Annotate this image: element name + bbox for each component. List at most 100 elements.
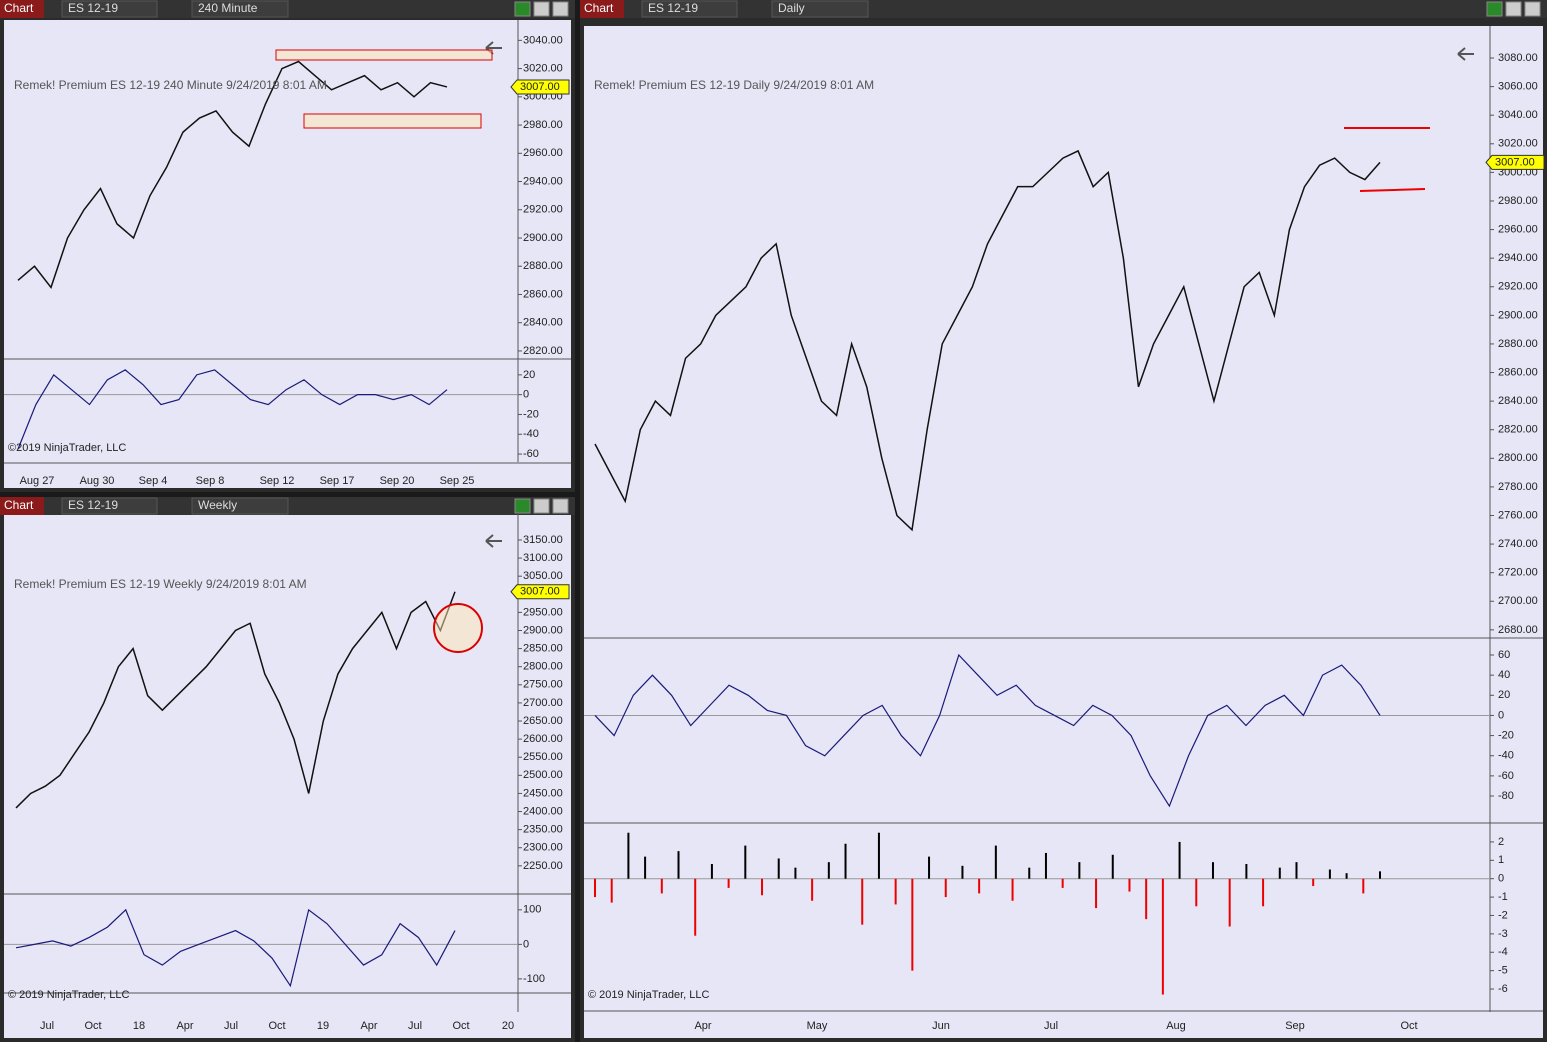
oscillator-line xyxy=(15,908,456,988)
instrument-dropdown[interactable] xyxy=(61,497,158,515)
y-tick-label: 2 xyxy=(1498,836,1504,848)
y-tick-label: -20 xyxy=(523,408,539,420)
back-arrow[interactable] xyxy=(485,534,502,548)
chart-title: Remek! Premium ES 12-19 240 Minute 9/24/… xyxy=(14,78,327,92)
x-tick-label: 19 xyxy=(317,1020,329,1032)
chart-tab[interactable] xyxy=(0,497,44,515)
period-dropdown[interactable] xyxy=(771,0,869,18)
y-tick-label: 2350.00 xyxy=(523,824,563,836)
histogram-bar xyxy=(1128,878,1131,892)
y-tick-label: 0 xyxy=(1498,709,1504,721)
window-button[interactable] xyxy=(1524,1,1541,17)
instrument-dropdown[interactable] xyxy=(61,0,158,18)
x-tick-label: Oct xyxy=(268,1020,285,1032)
period-label: Weekly xyxy=(198,498,237,512)
y-tick-label: 2940.00 xyxy=(523,175,563,187)
y-tick-label: 2900.00 xyxy=(523,624,563,636)
window-button[interactable] xyxy=(552,498,569,514)
y-tick-label: 2550.00 xyxy=(523,751,563,763)
copyright: ©2019 NinjaTrader, LLC xyxy=(8,442,126,454)
y-tick-label: 2860.00 xyxy=(1498,366,1538,378)
y-tick-label: 100 xyxy=(523,904,541,916)
y-tick-label: 2650.00 xyxy=(523,715,563,727)
y-tick-label: -60 xyxy=(523,448,539,460)
zone-box xyxy=(275,49,493,61)
oscillator-line xyxy=(594,653,1381,808)
y-tick-label: 2920.00 xyxy=(523,204,563,216)
y-tick-label: 2780.00 xyxy=(1498,481,1538,493)
chart-tab[interactable] xyxy=(0,0,44,18)
histogram-bar xyxy=(1295,862,1298,879)
y-tick-label: 3060.00 xyxy=(1498,81,1538,93)
y-tick-label: 2840.00 xyxy=(523,317,563,329)
y-tick-label: -100 xyxy=(523,973,545,985)
last-price-marker xyxy=(510,584,570,600)
histogram-bar xyxy=(594,878,596,898)
histogram-bar xyxy=(1262,878,1265,907)
zone-box xyxy=(303,113,482,129)
y-tick-label: 2600.00 xyxy=(523,733,563,745)
window-button[interactable] xyxy=(533,1,550,17)
histogram-bar xyxy=(961,865,964,879)
histogram-bar xyxy=(1245,863,1248,879)
y-tick-label: 2980.00 xyxy=(1498,195,1538,207)
y-tick-label: 2850.00 xyxy=(523,643,563,655)
y-tick-label: -20 xyxy=(1498,729,1514,741)
y-tick-label: 2820.00 xyxy=(1498,424,1538,436)
back-arrow[interactable] xyxy=(1457,47,1474,61)
window-button[interactable] xyxy=(514,498,531,514)
y-tick-label: -40 xyxy=(523,428,539,440)
chart-tab[interactable] xyxy=(580,0,624,18)
instrument-dropdown[interactable] xyxy=(641,0,738,18)
last-price-label: 3007.00 xyxy=(520,586,560,598)
histogram-bar xyxy=(727,878,730,888)
x-tick-label: Sep 8 xyxy=(196,475,225,487)
y-tick-label: 2680.00 xyxy=(1498,624,1538,636)
x-tick-label: Jul xyxy=(224,1020,238,1032)
x-tick-label: Sep 25 xyxy=(440,475,475,487)
period-dropdown[interactable] xyxy=(191,0,289,18)
y-tick-label: 2500.00 xyxy=(523,769,563,781)
y-tick-label: 2980.00 xyxy=(523,119,563,131)
x-tick-label: Sep 17 xyxy=(320,475,355,487)
window-button[interactable] xyxy=(552,1,569,17)
x-tick-label: Sep 4 xyxy=(139,475,168,487)
window-button[interactable] xyxy=(1486,1,1503,17)
histogram-bar xyxy=(694,878,697,936)
histogram-bar xyxy=(1228,878,1231,927)
y-tick-label: 2960.00 xyxy=(1498,223,1538,235)
y-tick-label: 2700.00 xyxy=(1498,595,1538,607)
y-tick-label: -4 xyxy=(1498,946,1508,958)
histogram-bar xyxy=(1178,841,1181,879)
x-tick-label: Aug xyxy=(1166,1020,1186,1032)
y-tick-label: 2800.00 xyxy=(1498,452,1538,464)
y-tick-label: 0 xyxy=(523,938,529,950)
chart-area xyxy=(4,513,571,1038)
histogram-bar xyxy=(660,878,663,894)
window-button[interactable] xyxy=(514,1,531,17)
y-tick-label: 2860.00 xyxy=(523,288,563,300)
histogram-bar xyxy=(744,845,747,879)
y-tick-label: -40 xyxy=(1498,750,1514,762)
x-tick-label: Sep 20 xyxy=(380,475,415,487)
histogram-bar xyxy=(944,878,947,898)
last-price-label: 3007.00 xyxy=(520,81,560,93)
x-tick-label: Aug 27 xyxy=(20,475,55,487)
y-tick-label: 60 xyxy=(1498,649,1510,661)
window-button[interactable] xyxy=(533,498,550,514)
y-tick-label: 3020.00 xyxy=(1498,138,1538,150)
x-tick-label: Oct xyxy=(1400,1020,1417,1032)
x-tick-label: May xyxy=(807,1020,828,1032)
histogram-bar xyxy=(761,878,764,896)
x-tick-label: Oct xyxy=(452,1020,469,1032)
histogram-bar xyxy=(844,843,847,879)
y-tick-label: 2300.00 xyxy=(523,842,563,854)
last-price-label: 3007.00 xyxy=(1495,156,1535,168)
window-button[interactable] xyxy=(1505,1,1522,17)
histogram-bar xyxy=(827,862,830,879)
histogram-bar xyxy=(1111,854,1114,879)
chart-title: Remek! Premium ES 12-19 Weekly 9/24/2019… xyxy=(14,577,307,591)
y-tick-label: 2720.00 xyxy=(1498,567,1538,579)
period-dropdown[interactable] xyxy=(191,497,289,515)
